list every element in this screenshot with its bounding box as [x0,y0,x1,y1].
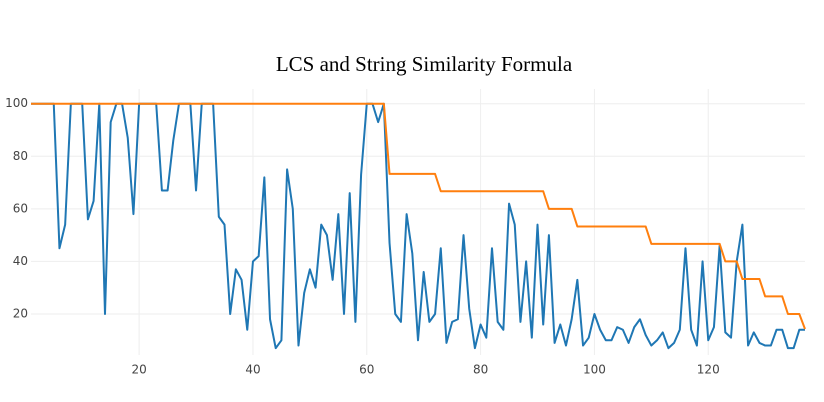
series-line [31,102,806,330]
y-tick-label: 20 [13,306,28,320]
y-tick-label: 80 [13,149,28,163]
y-tick-label: 100 [5,96,28,110]
x-tick-label: 120 [697,363,720,377]
x-tick-label: 80 [473,363,488,377]
y-tick-label: 40 [13,254,28,268]
series-line [31,102,805,350]
y-tick-label: 60 [13,201,28,215]
x-tick-label: 100 [583,363,606,377]
x-tick-label: 40 [245,363,260,377]
x-tick-label: 60 [359,363,374,377]
x-tick-label: 20 [131,363,146,377]
chart-title: LCS and String Similarity Formula [276,52,573,76]
